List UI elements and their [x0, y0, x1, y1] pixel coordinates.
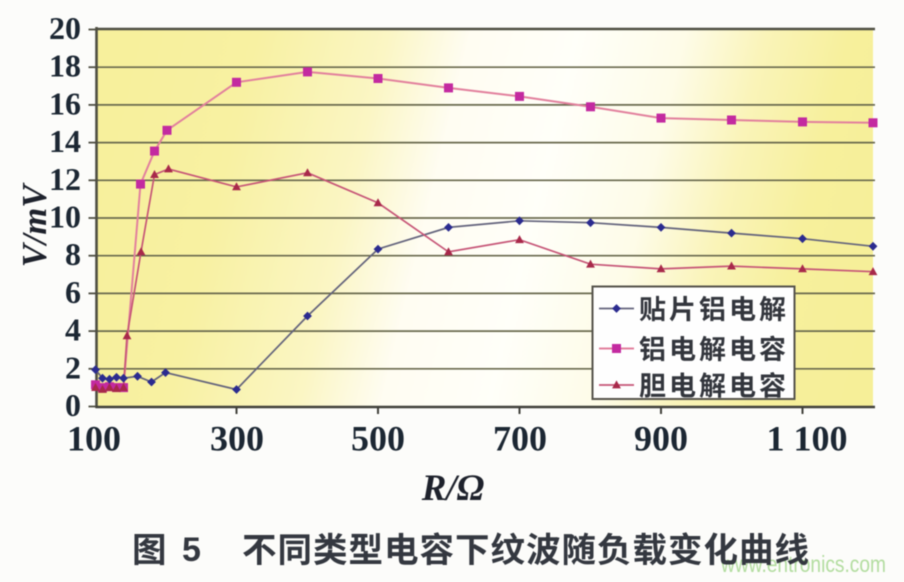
- svg-text:20: 20: [49, 10, 81, 46]
- svg-text:14: 14: [49, 123, 81, 159]
- svg-text:1 100: 1 100: [767, 419, 848, 459]
- svg-text:0: 0: [65, 387, 81, 423]
- svg-text:18: 18: [49, 48, 81, 84]
- svg-text:2: 2: [65, 349, 81, 385]
- svg-text:5: 5: [182, 531, 201, 569]
- svg-text:16: 16: [49, 85, 81, 121]
- svg-text:500: 500: [351, 419, 405, 459]
- svg-text:700: 700: [493, 419, 547, 459]
- svg-text:V/mV: V/mV: [16, 182, 54, 267]
- svg-text:6: 6: [65, 274, 81, 310]
- svg-text:900: 900: [634, 419, 688, 459]
- svg-text:4: 4: [65, 312, 81, 348]
- svg-text:8: 8: [65, 236, 81, 272]
- svg-text:12: 12: [49, 161, 81, 197]
- svg-text:10: 10: [49, 199, 81, 235]
- svg-text:300: 300: [210, 419, 264, 459]
- svg-text:100: 100: [67, 419, 121, 459]
- svg-text:R/Ω: R/Ω: [421, 468, 485, 509]
